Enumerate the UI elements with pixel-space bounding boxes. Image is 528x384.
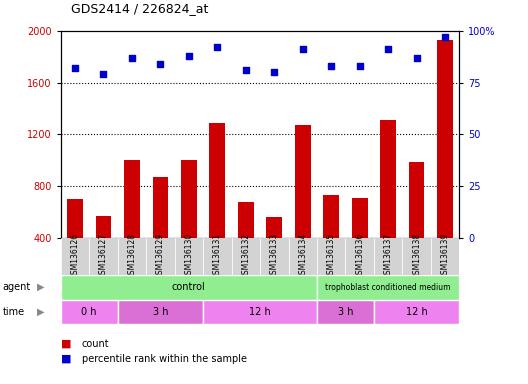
Point (270, 69, 278, 75)
Text: 3 h: 3 h (338, 307, 353, 317)
FancyBboxPatch shape (317, 275, 459, 300)
FancyBboxPatch shape (61, 300, 118, 324)
Point (384, 46, 392, 53)
FancyBboxPatch shape (317, 300, 374, 324)
Text: GSM136127: GSM136127 (99, 233, 108, 280)
FancyBboxPatch shape (317, 238, 345, 275)
FancyBboxPatch shape (374, 238, 402, 275)
FancyBboxPatch shape (203, 238, 232, 275)
Bar (181, 161, 197, 238)
Text: GSM136131: GSM136131 (213, 233, 222, 280)
FancyBboxPatch shape (175, 238, 203, 275)
Text: GSM136126: GSM136126 (70, 233, 79, 280)
Point (412, 55, 421, 61)
FancyBboxPatch shape (61, 238, 89, 275)
Bar (352, 198, 367, 238)
Bar (67, 199, 83, 238)
Text: time: time (3, 307, 25, 317)
Text: GSM136129: GSM136129 (156, 233, 165, 280)
FancyBboxPatch shape (89, 238, 118, 275)
Point (213, 44, 222, 50)
Bar (323, 195, 339, 238)
Text: ■: ■ (61, 354, 71, 364)
Text: GSM136136: GSM136136 (355, 233, 364, 280)
Bar (153, 177, 168, 238)
Text: ■: ■ (61, 339, 71, 349)
Bar (238, 202, 253, 238)
Text: GSM136133: GSM136133 (270, 233, 279, 280)
FancyBboxPatch shape (288, 238, 317, 275)
FancyBboxPatch shape (374, 300, 459, 324)
Point (99, 71, 108, 77)
Point (355, 63, 364, 69)
FancyBboxPatch shape (118, 238, 146, 275)
FancyBboxPatch shape (232, 238, 260, 275)
Text: count: count (82, 339, 109, 349)
FancyBboxPatch shape (146, 238, 175, 275)
FancyBboxPatch shape (203, 300, 317, 324)
FancyBboxPatch shape (431, 238, 459, 275)
Text: GSM136138: GSM136138 (412, 233, 421, 280)
Text: 12 h: 12 h (249, 307, 271, 317)
Bar (295, 125, 310, 238)
Bar (210, 123, 225, 238)
FancyBboxPatch shape (61, 275, 317, 300)
Text: GSM136132: GSM136132 (241, 233, 250, 280)
Bar (96, 216, 111, 238)
Point (441, 34, 449, 40)
Text: control: control (172, 282, 206, 292)
FancyBboxPatch shape (118, 300, 203, 324)
Text: GSM136137: GSM136137 (384, 233, 393, 280)
Bar (124, 161, 140, 238)
FancyBboxPatch shape (402, 238, 431, 275)
Text: 12 h: 12 h (406, 307, 428, 317)
Text: agent: agent (3, 282, 31, 292)
FancyBboxPatch shape (345, 238, 374, 275)
Text: GDS2414 / 226824_at: GDS2414 / 226824_at (71, 2, 209, 15)
Point (185, 53, 193, 59)
Point (156, 61, 165, 67)
Point (128, 55, 136, 61)
Text: trophoblast conditioned medium: trophoblast conditioned medium (325, 283, 451, 291)
Point (327, 63, 335, 69)
Text: ▶: ▶ (37, 282, 44, 292)
Point (242, 67, 250, 73)
Text: 0 h: 0 h (81, 307, 97, 317)
Text: GSM136135: GSM136135 (327, 233, 336, 280)
Bar (437, 40, 453, 238)
Bar (409, 162, 425, 238)
Text: ▶: ▶ (37, 307, 44, 317)
FancyBboxPatch shape (260, 238, 288, 275)
Text: GSM136128: GSM136128 (127, 233, 136, 279)
Point (71, 65, 79, 71)
Text: percentile rank within the sample: percentile rank within the sample (82, 354, 247, 364)
Text: GSM136134: GSM136134 (298, 233, 307, 280)
Text: GSM136139: GSM136139 (441, 233, 450, 280)
Text: GSM136130: GSM136130 (184, 233, 193, 280)
Text: 3 h: 3 h (153, 307, 168, 317)
Bar (267, 217, 282, 238)
Point (298, 46, 307, 53)
Bar (380, 120, 396, 238)
